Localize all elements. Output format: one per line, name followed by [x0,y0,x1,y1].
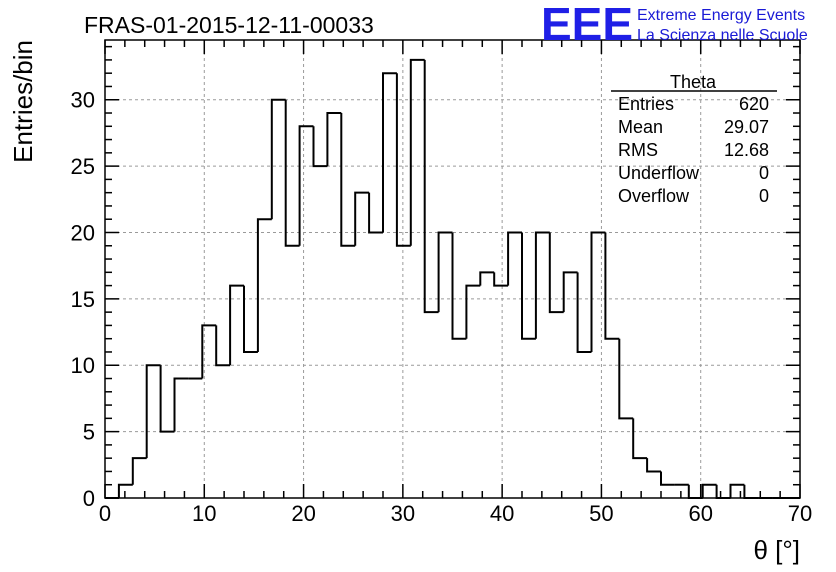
x-tick-label-3: 30 [391,501,415,526]
histogram-bin-19 [368,192,383,234]
y-tick-label-3: 15 [71,287,95,312]
y-tick-label-4: 20 [71,220,95,245]
histogram-bin-33 [562,271,578,313]
histogram-bin-27 [479,271,495,286]
stats-value-underflow: 0 [759,163,769,183]
histogram-bin-22 [409,58,425,246]
y-tick-labels: 0 5 10 15 20 25 30 [71,88,95,511]
histogram-bin-40 [660,471,675,486]
histogram-bin-36 [604,232,620,340]
histogram-bin-35 [590,231,606,352]
x-tick-label-2: 20 [291,501,315,526]
x-tick-labels: 0 10 20 30 40 50 60 70 [99,501,812,526]
x-tick-label-6: 60 [688,501,712,526]
histogram-bin-3 [145,364,161,459]
histogram-bin-5 [173,377,189,432]
histogram-bin-31 [534,231,550,339]
eee-logo-line1: Extreme Energy Events [637,7,805,24]
axis-ticks [104,40,801,499]
x-tick-label-7: 70 [788,501,812,526]
x-tick-label-4: 40 [490,501,514,526]
histogram-bin-10 [243,285,258,353]
histogram-bin-26 [465,284,481,339]
stats-box: Theta Entries 620 Mean 29.07 RMS 12.68 Underfl… [611,72,777,206]
histogram-bin-16 [326,112,342,167]
histogram-bin-45 [729,483,745,498]
histogram-bin-2 [131,457,147,485]
histogram-bars [105,58,800,499]
histogram-bin-24 [437,231,453,313]
histogram-bin-8 [215,325,231,367]
stats-value-overflow: 0 [759,186,769,206]
eee-logo-line2: La Scienza nelle Scuole [637,27,808,44]
histogram-bin-28 [493,272,509,287]
histogram-bin-30 [521,232,536,340]
stats-label-overflow: Overflow [618,186,690,206]
histogram-bin-29 [507,231,522,286]
stats-label-rms: RMS [618,140,658,160]
histogram-bin-11 [256,218,272,352]
stats-label-mean: Mean [618,117,663,137]
histogram-bin-23 [423,59,439,314]
stats-value-entries: 620 [739,94,769,114]
y-tick-label-2: 10 [71,353,95,378]
y-tick-label-5: 25 [71,154,95,179]
histogram-bin-14 [298,125,314,246]
x-axis-title: θ [°] [753,535,800,565]
stats-label-underflow: Underflow [618,163,700,183]
histogram-bin-32 [548,232,564,314]
histogram-bin-38 [632,418,648,460]
stats-value-rms: 12.68 [724,140,769,160]
histogram-bin-21 [395,73,411,247]
histogram-bin-4 [159,365,175,433]
histogram-bin-25 [451,232,467,340]
histogram-bin-17 [340,113,356,247]
histogram-bin-13 [284,99,300,247]
stats-label-entries: Entries [618,94,674,114]
histogram-bin-7 [201,324,217,379]
stats-box-name: Theta [670,72,717,92]
histogram-bin-39 [646,458,661,473]
chart-title: FRAS-01-2015-12-11-00033 [84,12,374,38]
x-tick-label-5: 50 [589,501,613,526]
y-tick-label-1: 5 [83,420,95,445]
y-axis-title: Entries/bin [8,40,38,163]
histogram-bin-37 [618,338,634,420]
histogram-bin-1 [117,483,133,498]
stats-rows: Entries 620 Mean 29.07 RMS 12.68 Underflow 0 Ove… [618,94,769,206]
histogram-bin-15 [312,126,328,168]
stats-value-mean: 29.07 [724,117,769,137]
x-tick-label-0: 0 [99,501,111,526]
eee-logo-mark: EEE [541,0,633,50]
histogram-bin-34 [576,272,592,353]
plot-frame [104,39,801,499]
y-tick-label-0: 0 [83,486,95,511]
y-tick-label-6: 30 [71,88,95,113]
histogram-bin-12 [270,98,286,220]
histogram-bin-20 [382,72,397,233]
histogram-bin-18 [354,191,370,246]
histogram-bin-9 [229,284,244,366]
x-tick-label-1: 10 [192,501,216,526]
histogram-bin-43 [701,483,717,498]
